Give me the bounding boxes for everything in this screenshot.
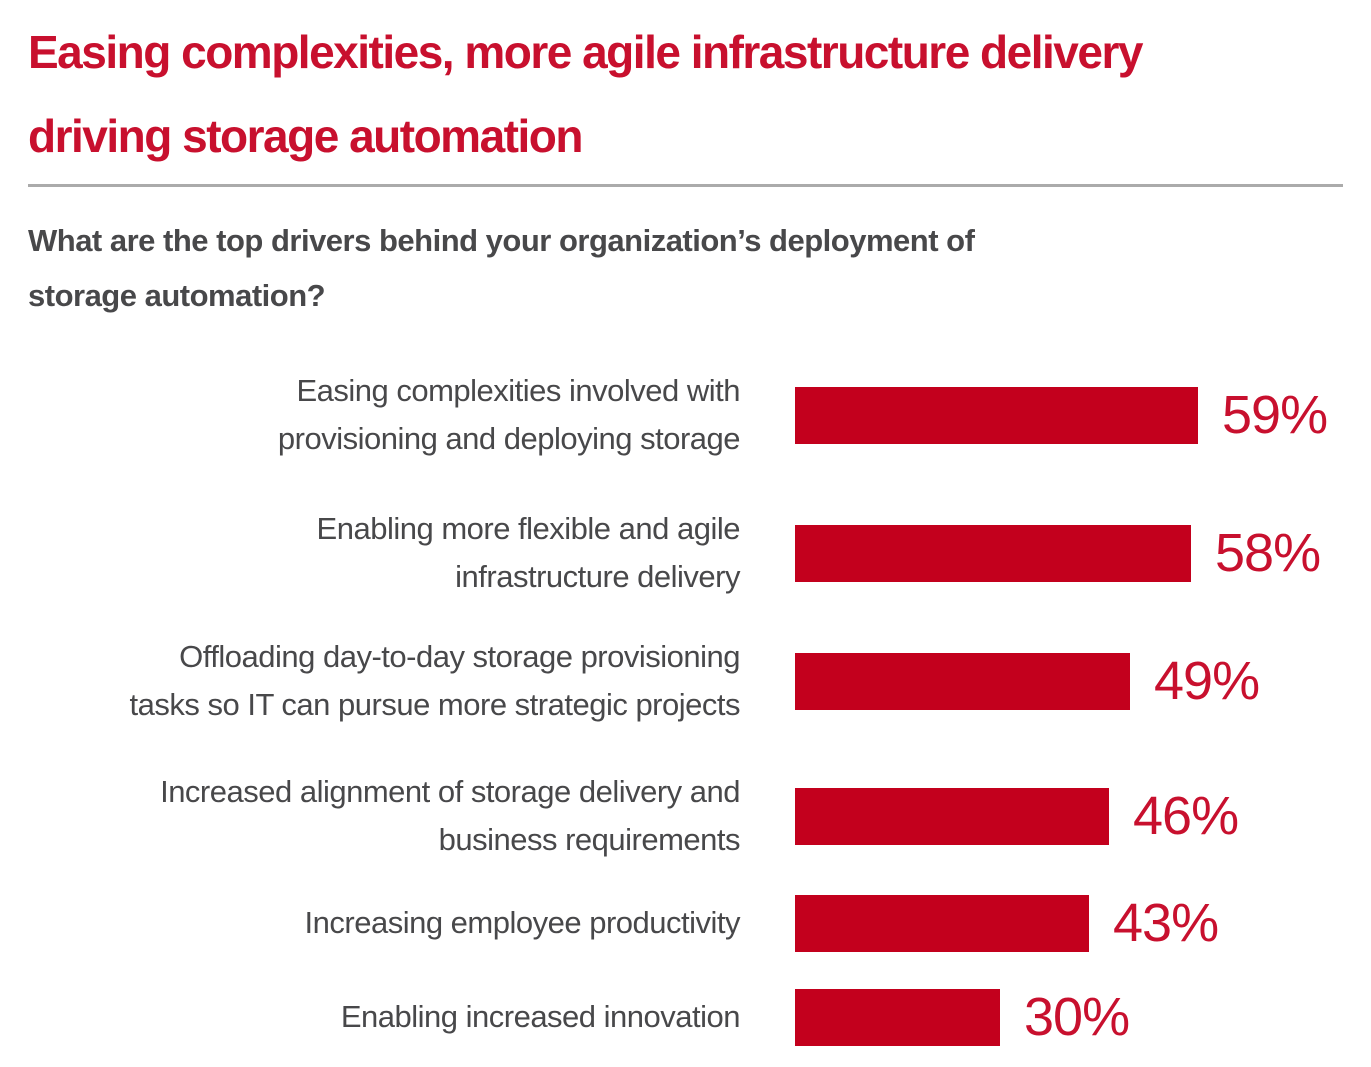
bar-value-label: 30%: [1024, 987, 1130, 1047]
chart-row: Enabling increased innovation 30%: [28, 986, 1343, 1048]
bar-label: Increased alignment of storage delivery …: [160, 774, 740, 857]
bar-label: Increasing employee productivity: [304, 905, 741, 940]
bar-value-label: 59%: [1222, 385, 1328, 445]
bar-label: Enabling more flexible and agile infrast…: [316, 511, 741, 594]
page-title: Easing complexities, more agile infrastr…: [28, 10, 1343, 178]
bar-value-label: 49%: [1154, 651, 1260, 711]
bar: [795, 652, 1130, 710]
bar: [795, 524, 1191, 582]
bar-label: Offloading day-to-day storage provisioni…: [129, 639, 741, 722]
chart-row: Increased alignment of storage delivery …: [28, 768, 1343, 864]
title-divider: [28, 184, 1343, 187]
page-title-line-1: Easing complexities, more agile infrastr…: [28, 26, 1143, 78]
chart-row: Offloading day-to-day storage provisioni…: [28, 633, 1343, 729]
bar-label: Enabling increased innovation: [340, 999, 741, 1034]
survey-question-line-1: What are the top drivers behind your org…: [28, 223, 975, 258]
chart-row: Increasing employee productivity 43%: [28, 892, 1343, 954]
bar: [795, 894, 1089, 952]
bar-label: Easing complexities involved with provis…: [277, 373, 741, 456]
chart-row: Enabling more flexible and agile infrast…: [28, 505, 1343, 601]
bar: [795, 988, 1000, 1046]
bar-value-label: 43%: [1113, 893, 1219, 953]
bar: [795, 386, 1198, 444]
survey-question-line-2: storage automation?: [28, 278, 326, 313]
page-title-line-2: driving storage automation: [28, 110, 583, 162]
bar-value-label: 46%: [1133, 786, 1239, 846]
survey-question: What are the top drivers behind your org…: [28, 213, 1343, 323]
bar: [795, 787, 1109, 845]
chart-row: Easing complexities involved with provis…: [28, 367, 1343, 463]
bar-chart: Easing complexities involved with provis…: [28, 367, 1343, 1048]
bar-value-label: 58%: [1215, 523, 1321, 583]
